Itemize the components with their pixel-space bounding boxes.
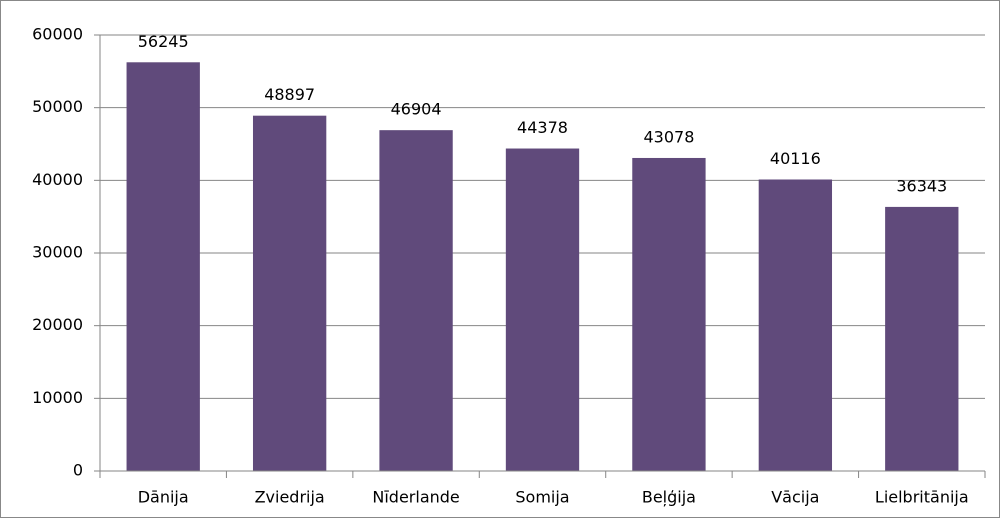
bar bbox=[758, 179, 833, 471]
x-tick-label: Beļģija bbox=[642, 488, 696, 507]
y-tick-label: 50000 bbox=[32, 97, 83, 116]
data-label: 44378 bbox=[517, 118, 568, 137]
x-tick-label: Vācija bbox=[771, 488, 819, 507]
x-tick-label: Nīderlande bbox=[372, 488, 459, 507]
bar bbox=[379, 130, 453, 472]
data-label: 46904 bbox=[391, 100, 442, 119]
y-tick-label: 40000 bbox=[32, 170, 83, 189]
data-label: 40116 bbox=[770, 149, 821, 168]
bar bbox=[632, 157, 706, 471]
x-tick-label: Zviedrija bbox=[255, 488, 325, 507]
bar bbox=[885, 206, 959, 471]
data-label: 48897 bbox=[264, 85, 315, 104]
y-tick-label: 0 bbox=[73, 461, 83, 480]
y-tick-label: 30000 bbox=[32, 243, 83, 262]
x-tick-label: Lielbritānija bbox=[875, 488, 969, 507]
x-tick-label: Dānija bbox=[138, 488, 189, 507]
bar bbox=[252, 115, 327, 472]
bar bbox=[126, 62, 200, 471]
bar bbox=[505, 148, 580, 471]
y-tick-label: 20000 bbox=[32, 315, 83, 334]
y-tick-label: 10000 bbox=[32, 388, 83, 407]
data-label: 56245 bbox=[138, 32, 189, 51]
data-label: 43078 bbox=[643, 127, 694, 146]
x-tick-label: Somija bbox=[515, 488, 569, 507]
data-label: 36343 bbox=[896, 176, 947, 195]
y-tick-label: 60000 bbox=[32, 25, 83, 44]
